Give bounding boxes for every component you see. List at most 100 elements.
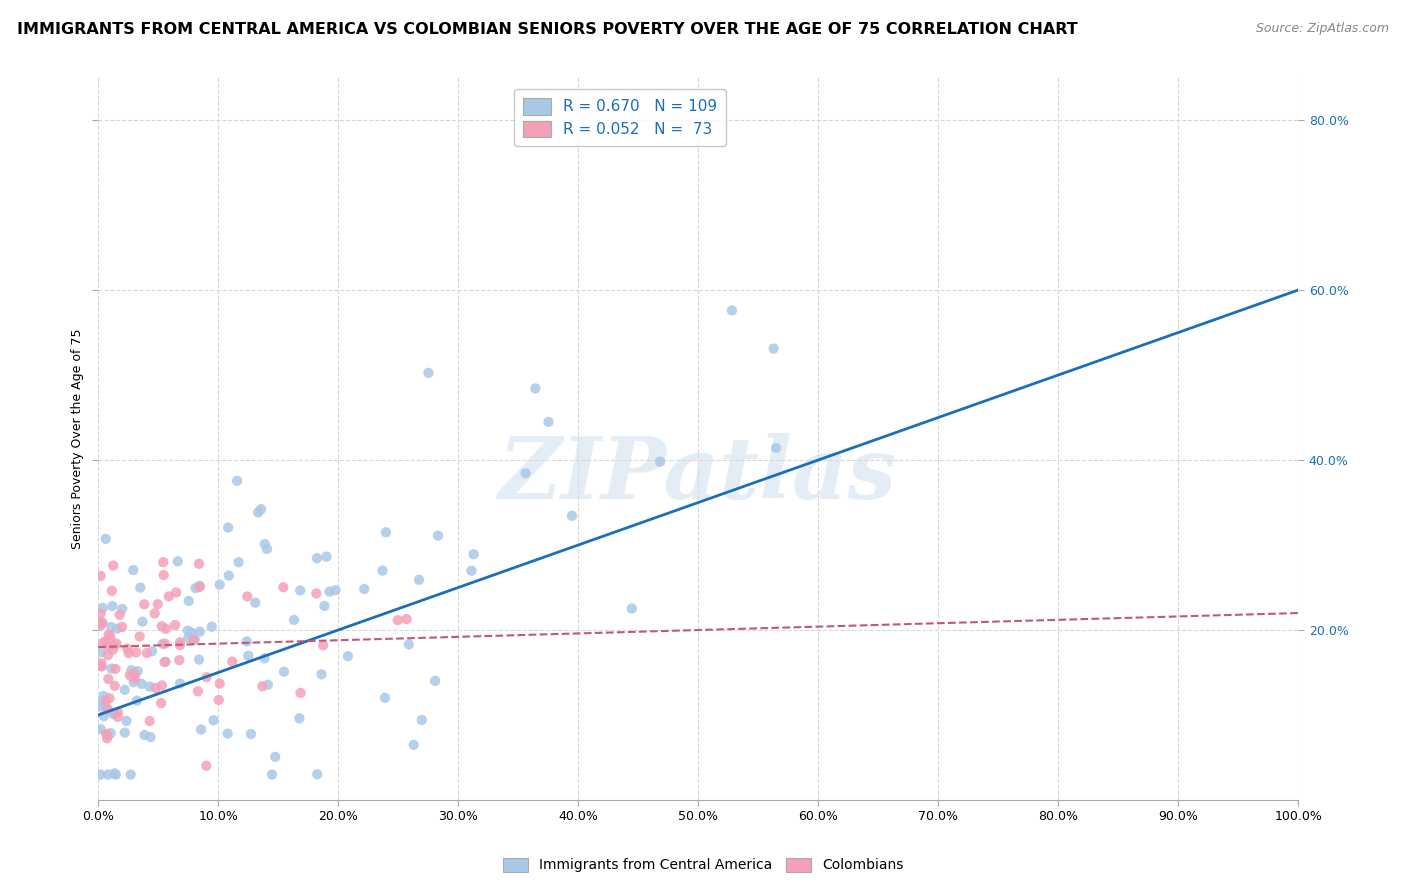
Point: [114, 682, 136, 697]
Point: [236, 634, 259, 648]
Point: [97, 648, 120, 663]
Point: [96, 727, 118, 741]
Point: [157, 590, 180, 604]
Point: [90, 767, 112, 781]
Point: [314, 599, 336, 613]
Point: [411, 713, 433, 727]
Point: [290, 686, 312, 700]
Point: [100, 620, 122, 634]
Point: [93, 709, 115, 723]
Point: [104, 662, 127, 676]
Point: [195, 758, 218, 772]
Point: [150, 696, 173, 710]
Point: [620, 601, 643, 615]
Point: [217, 520, 239, 534]
Point: [91, 694, 114, 708]
Point: [122, 563, 145, 577]
Point: [103, 706, 125, 721]
Point: [122, 675, 145, 690]
Point: [100, 630, 122, 644]
Point: [118, 646, 141, 660]
Point: [97, 639, 120, 653]
Point: [104, 766, 127, 780]
Point: [252, 679, 274, 693]
Point: [177, 624, 200, 638]
Point: [239, 727, 262, 741]
Point: [139, 730, 162, 744]
Point: [311, 667, 333, 681]
Point: [97, 627, 120, 641]
Point: [90, 619, 112, 633]
Point: [169, 635, 191, 649]
Point: [91, 601, 114, 615]
Point: [325, 583, 347, 598]
Point: [141, 644, 163, 658]
Point: [247, 505, 270, 519]
Point: [138, 714, 160, 728]
Point: [721, 303, 744, 318]
Point: [138, 680, 160, 694]
Point: [423, 673, 446, 688]
Point: [515, 467, 537, 481]
Point: [273, 580, 295, 594]
Point: [94, 634, 117, 648]
Point: [374, 690, 396, 705]
Point: [103, 639, 125, 653]
Y-axis label: Seniors Poverty Over the Age of 75: Seniors Poverty Over the Age of 75: [72, 328, 84, 549]
Point: [100, 726, 122, 740]
Point: [184, 632, 207, 647]
Point: [111, 620, 134, 634]
Point: [128, 630, 150, 644]
Point: [188, 653, 211, 667]
Point: [460, 564, 482, 578]
Point: [111, 602, 134, 616]
Point: [127, 665, 149, 679]
Point: [402, 738, 425, 752]
Point: [180, 625, 202, 640]
Point: [90, 569, 112, 583]
Point: [188, 579, 211, 593]
Point: [104, 679, 127, 693]
Point: [90, 658, 112, 673]
Point: [236, 590, 259, 604]
Point: [152, 637, 174, 651]
Point: [118, 668, 141, 682]
Point: [101, 599, 124, 613]
Point: [177, 631, 200, 645]
Text: Source: ZipAtlas.com: Source: ZipAtlas.com: [1256, 22, 1389, 36]
Point: [105, 637, 128, 651]
Point: [115, 714, 138, 728]
Point: [136, 646, 159, 660]
Point: [187, 684, 209, 698]
Point: [184, 581, 207, 595]
Point: [101, 642, 124, 657]
Point: [134, 728, 156, 742]
Point: [166, 554, 188, 568]
Point: [107, 710, 129, 724]
Point: [104, 767, 127, 781]
Point: [90, 722, 112, 736]
Point: [94, 532, 117, 546]
Point: [195, 670, 218, 684]
Point: [257, 678, 280, 692]
Point: [398, 637, 420, 651]
Point: [129, 581, 152, 595]
Point: [146, 597, 169, 611]
Point: [208, 693, 231, 707]
Point: [264, 749, 287, 764]
Point: [427, 528, 450, 542]
Point: [150, 619, 173, 633]
Point: [91, 636, 114, 650]
Point: [273, 665, 295, 679]
Point: [561, 508, 583, 523]
Point: [217, 726, 239, 740]
Point: [537, 415, 560, 429]
Point: [103, 707, 125, 722]
Point: [226, 474, 249, 488]
Point: [318, 584, 340, 599]
Point: [190, 723, 212, 737]
Point: [96, 701, 118, 715]
Point: [250, 502, 273, 516]
Point: [91, 615, 114, 630]
Point: [181, 632, 204, 647]
